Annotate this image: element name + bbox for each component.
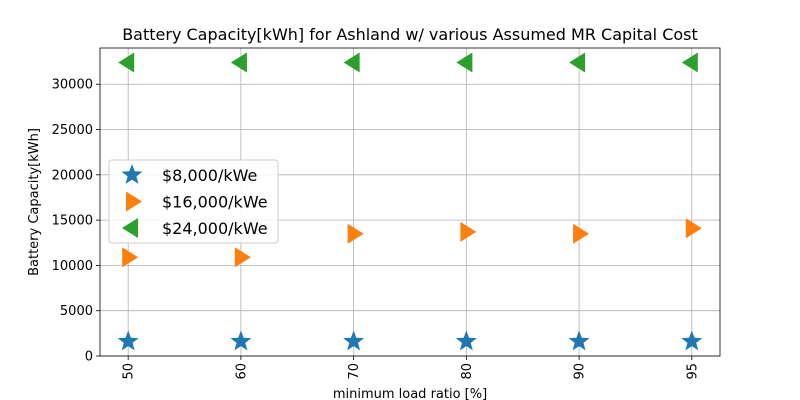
data-point-triangle-left [569,52,586,73]
data-point-star [568,330,590,351]
data-points [117,52,703,351]
chart-title: Battery Capacity[kWh] for Ashland w/ var… [122,25,698,44]
data-point-triangle-right [573,223,590,244]
data-point-star [455,330,477,351]
data-point-triangle-right [460,221,477,242]
data-point-triangle-right [122,247,139,268]
legend-label: $16,000/kWe [162,193,268,212]
axes [99,47,721,357]
legend-marker [122,218,138,238]
y-tick-label: 10000 [52,259,93,274]
data-point-triangle-right [234,247,251,268]
data-point-triangle-left [230,52,247,73]
grid-lines [100,48,720,357]
y-axis-ticks: 0 5000 10000 15000 20000 25000 30000 [52,78,100,365]
data-point-triangle-left [118,52,135,73]
y-tick-label: 15000 [52,214,93,229]
x-tick-label: 80 [460,363,475,380]
data-point-triangle-right [347,223,364,244]
legend: $8,000/kWe $16,000/kWe $24,000/kWe [108,159,279,244]
y-tick-label: 30000 [52,78,93,93]
data-point-star [117,330,139,351]
y-tick-label: 0 [85,350,93,365]
x-tick-label: 90 [573,363,588,380]
y-tick-label: 5000 [60,304,93,319]
x-axis-label: minimum load ratio [%] [333,387,487,400]
data-point-triangle-left [343,52,360,73]
data-point-star [681,330,703,351]
x-tick-label: 50 [122,363,137,380]
x-tick-label: 70 [347,363,362,380]
data-point-triangle-right [685,218,702,239]
x-tick-label: 95 [685,363,700,380]
y-tick-label: 20000 [52,168,93,183]
plot-frame [99,47,721,357]
legend-box [108,159,279,244]
legend-label: $24,000/kWe [162,219,268,238]
data-point-star [230,330,252,351]
y-tick-label: 25000 [52,123,93,138]
data-point-star [343,330,365,351]
x-tick-label: 60 [234,363,249,380]
legend-label: $8,000/kWe [162,166,257,185]
legend-marker [121,164,143,184]
data-point-triangle-left [681,52,698,73]
data-point-triangle-left [456,52,473,73]
legend-marker [126,191,142,212]
y-axis-label: Battery Capacity[kWh] [27,128,42,276]
x-axis-ticks: 50 60 70 80 90 95 [122,356,700,380]
